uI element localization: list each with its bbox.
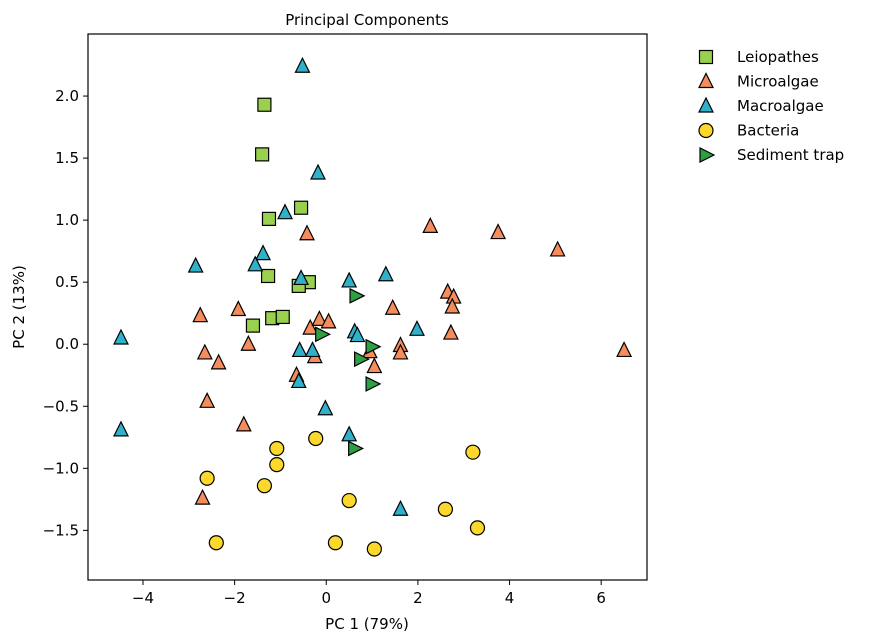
data-point-macroalgae (317, 399, 334, 416)
data-point-macroalgae (113, 328, 129, 345)
y-tick-label: 2.0 (55, 87, 79, 105)
data-point-sediment-trap (365, 338, 382, 355)
x-tick-label: 4 (505, 589, 515, 607)
data-point-macroalgae (341, 271, 358, 288)
data-point-macroalgae (113, 420, 129, 437)
data-point-microalgae (422, 216, 439, 233)
data-point-microalgae (199, 391, 216, 408)
data-point-bacteria (341, 492, 357, 509)
data-point-microalgae (210, 353, 227, 370)
legend-label-bacteria: Bacteria (737, 122, 799, 140)
data-point-macroalgae (304, 341, 321, 358)
data-point-leiopathes (260, 268, 276, 284)
data-point-leiopathes (261, 211, 277, 226)
data-point-leiopathes (293, 200, 309, 215)
data-point-microalgae (384, 298, 401, 315)
data-point-microalgae (311, 310, 328, 327)
data-point-macroalgae (349, 326, 366, 343)
data-point-bacteria (437, 501, 453, 517)
y-tick-label: −1.5 (43, 521, 79, 539)
data-point-macroalgae (294, 56, 311, 73)
data-point-microalgae (320, 312, 337, 329)
legend-label-microalgae: Microalgae (737, 73, 819, 91)
data-point-microalgae (299, 224, 315, 241)
data-point-bacteria (327, 535, 344, 551)
legend-label-leiopathes: Leiopathes (737, 48, 819, 66)
data-point-microalgae (444, 297, 461, 314)
x-tick-label: −4 (132, 589, 154, 607)
data-point-bacteria (208, 535, 224, 551)
chart-title: Principal Components (285, 11, 449, 29)
y-tick-label: 1.0 (55, 211, 79, 229)
data-point-leiopathes (275, 309, 290, 325)
data-point-leiopathes (245, 318, 261, 333)
data-point-leiopathes (257, 97, 272, 112)
data-point-macroalgae (277, 203, 293, 220)
data-point-sediment-trap (349, 287, 366, 304)
legend: Leiopathes Microalgae Macroalgae Bacteria Se… (698, 48, 844, 164)
x-tick-label: 0 (321, 589, 331, 607)
y-tick-label: 0.0 (55, 335, 79, 353)
data-point-macroalgae (290, 372, 307, 389)
data-point-microalgae (192, 306, 209, 323)
data-point-bacteria (256, 478, 273, 494)
data-point-macroalgae (291, 341, 308, 358)
data-point-sediment-trap (348, 440, 365, 457)
data-point-microalgae (230, 300, 247, 317)
legend-marker-sediment-trap (699, 147, 716, 163)
data-point-bacteria (269, 440, 285, 457)
data-point-bacteria (199, 470, 215, 486)
plot-area (87, 33, 648, 581)
data-point-bacteria (269, 456, 285, 473)
data-point-microalgae (302, 318, 319, 335)
data-point-microalgae (196, 343, 213, 360)
data-point-macroalgae (255, 244, 272, 261)
data-point-sediment-trap (365, 375, 382, 392)
data-point-bacteria (366, 541, 382, 557)
x-tick-label: 2 (413, 589, 423, 607)
y-tick-label: −1.0 (43, 459, 79, 477)
legend-label-sediment-trap: Sediment trap (737, 146, 844, 164)
data-point-macroalgae (187, 256, 204, 273)
data-point-microalgae (549, 240, 566, 257)
y-axis-label: PC 2 (13%) (10, 265, 28, 349)
x-axis: −4 −2 0 2 4 6 (132, 580, 606, 607)
data-point-microalgae (366, 357, 383, 374)
data-point-microalgae (392, 343, 409, 360)
data-point-macroalgae (392, 499, 409, 516)
data-point-microalgae (194, 488, 211, 505)
data-points (113, 56, 633, 557)
x-tick-label: 6 (596, 589, 606, 607)
data-point-bacteria (308, 430, 324, 447)
data-point-microalgae (616, 341, 633, 358)
y-axis: −1.5 −1.0 −0.5 0.0 0.5 1.0 1.5 2.0 (43, 87, 88, 539)
x-axis-label: PC 1 (79%) (325, 615, 409, 633)
data-point-leiopathes (255, 147, 270, 162)
data-point-microalgae (490, 223, 507, 240)
data-point-microalgae (442, 323, 459, 340)
data-point-macroalgae (247, 255, 264, 272)
y-tick-label: 1.5 (55, 149, 79, 167)
y-tick-label: −0.5 (43, 397, 79, 415)
data-point-microalgae (240, 334, 257, 351)
data-point-bacteria (465, 444, 481, 460)
y-tick-label: 0.5 (55, 273, 79, 291)
legend-marker-macroalgae (698, 96, 714, 113)
data-point-macroalgae (409, 319, 425, 336)
data-point-sediment-trap (315, 326, 332, 343)
data-point-macroalgae (293, 269, 310, 286)
legend-marker-bacteria (698, 122, 714, 139)
legend-marker-leiopathes (698, 49, 714, 65)
data-point-macroalgae (377, 265, 394, 282)
data-point-bacteria (469, 520, 486, 536)
x-tick-label: −2 (224, 589, 246, 607)
data-point-sediment-trap (354, 351, 370, 368)
legend-marker-microalgae (698, 72, 714, 89)
data-point-macroalgae (310, 163, 326, 180)
data-point-macroalgae (341, 425, 358, 442)
legend-label-macroalgae: Macroalgae (737, 97, 824, 115)
data-point-microalgae (235, 415, 252, 432)
